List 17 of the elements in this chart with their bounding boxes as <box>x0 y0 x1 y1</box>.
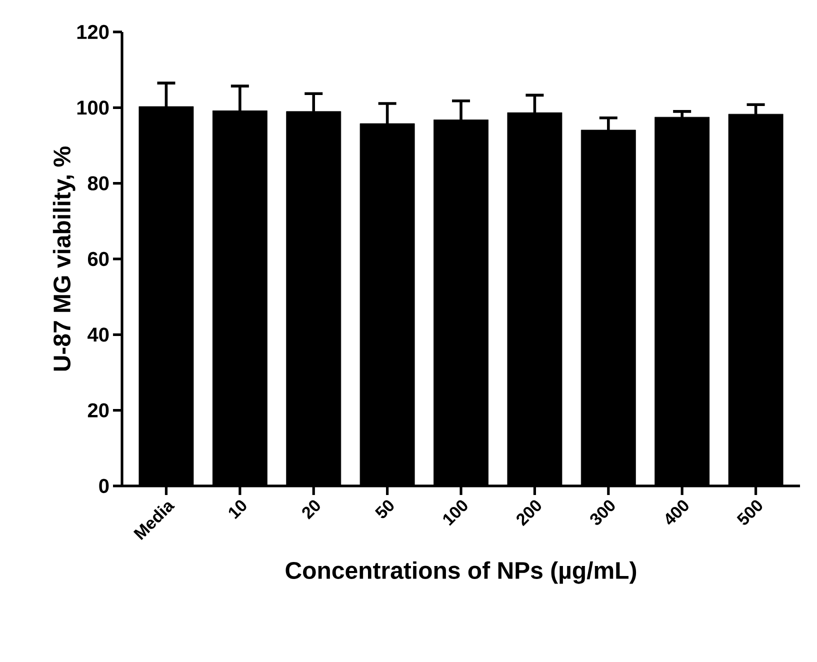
x-tick-label: 50 <box>374 500 394 518</box>
x-axis-title: Concentrations of NPs (µg/mL) <box>286 561 636 584</box>
x-tick-label: 300 <box>590 500 615 525</box>
y-axis-title: U-87 MG viability, % <box>52 146 76 371</box>
x-tick-label: 400 <box>666 500 688 525</box>
y-tick-label: 60 <box>88 252 109 266</box>
y-tick-label: 20 <box>88 403 109 418</box>
x-tick-label: 20 <box>302 500 320 520</box>
y-tick-label: 40 <box>88 328 109 342</box>
y-tick-label: 0 <box>99 478 109 494</box>
x-tick-label: 200 <box>516 500 541 526</box>
y-tick-label: 120 <box>77 24 109 40</box>
x-tick-label: 500 <box>736 500 762 525</box>
x-tick-label: 100 <box>443 500 468 526</box>
y-tick-label: 100 <box>77 100 109 115</box>
x-tick-label: 10 <box>228 500 246 520</box>
y-tick-label: 80 <box>88 176 109 190</box>
